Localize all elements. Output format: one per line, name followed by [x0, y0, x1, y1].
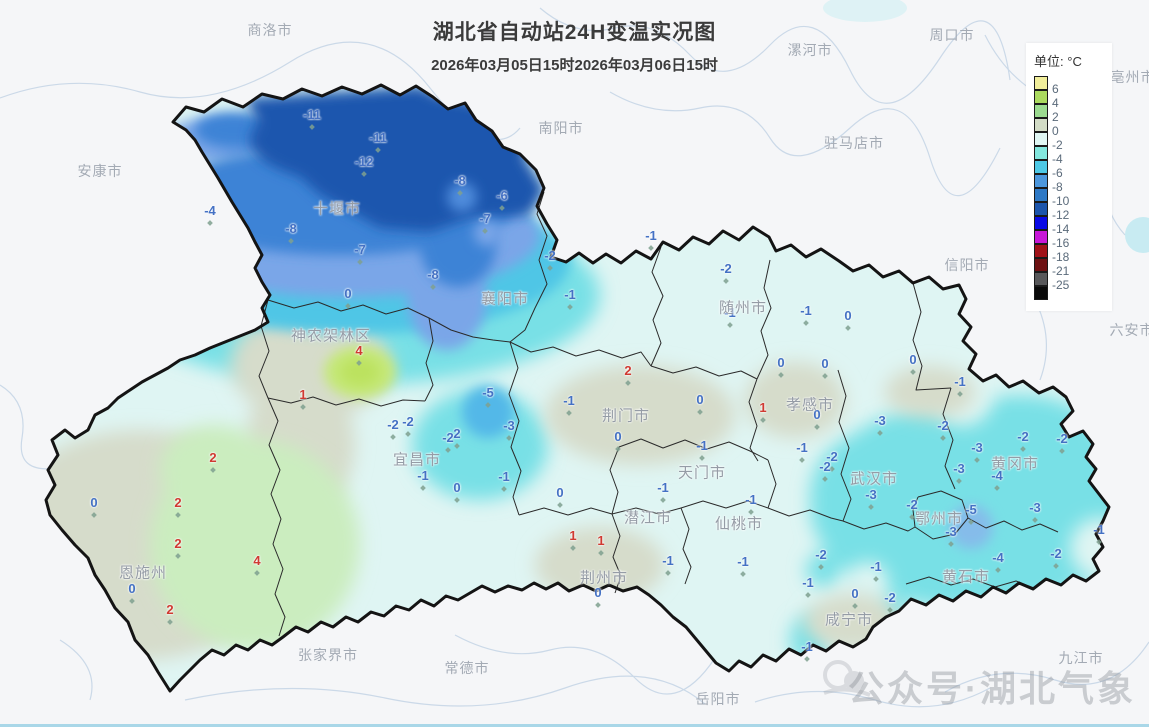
legend-unit-value: °C	[1067, 54, 1082, 69]
legend-unit: 单位: °C	[1034, 51, 1106, 70]
legend-entry: -8	[1034, 174, 1106, 193]
map-frame-bottom	[0, 724, 1149, 727]
legend-tick-label: -4	[1052, 152, 1063, 166]
legend-entry: -25	[1034, 272, 1106, 291]
legend-entry: 6	[1034, 76, 1106, 95]
legend-tick-label: 6	[1052, 82, 1059, 96]
legend-entry: -12	[1034, 202, 1106, 221]
legend-entry: -14	[1034, 216, 1106, 235]
legend-tick-label: -18	[1052, 250, 1070, 264]
legend-swatch	[1034, 202, 1048, 216]
legend-entry: -16	[1034, 230, 1106, 249]
legend-tick-label: 2	[1052, 110, 1059, 124]
outside-water-patch	[1125, 217, 1149, 253]
legend-tick-label: -16	[1052, 236, 1070, 250]
legend-swatch	[1034, 174, 1048, 188]
legend-swatch	[1034, 160, 1048, 174]
legend-tick-label: -14	[1052, 222, 1070, 236]
legend-swatch	[1034, 286, 1048, 300]
legend-tick-label: 4	[1052, 96, 1059, 110]
legend-swatch	[1034, 90, 1048, 104]
legend-swatch	[1034, 244, 1048, 258]
legend-entry: -6	[1034, 160, 1106, 179]
legend-swatch	[1034, 258, 1048, 272]
legend-tick-label: -12	[1052, 208, 1070, 222]
legend-tick-label: -21	[1052, 264, 1070, 278]
province-outline	[44, 83, 1111, 693]
neighbor-boundaries	[0, 7, 1149, 708]
legend-swatch	[1034, 76, 1048, 90]
legend-swatch	[1034, 272, 1048, 286]
legend-swatch	[1034, 146, 1048, 160]
outside-water-patch	[823, 0, 907, 22]
legend-swatch	[1034, 104, 1048, 118]
legend-swatch	[1034, 216, 1048, 230]
legend-entry: 2	[1034, 104, 1106, 123]
legend-panel: 单位: °C 6 4 2 0 -2 -4 -6 -8 -10 -12 -14 -16 -18 -21 -25	[1026, 43, 1112, 311]
legend-swatch	[1034, 188, 1048, 202]
legend-entry: -10	[1034, 188, 1106, 207]
legend-entries: 6 4 2 0 -2 -4 -6 -8 -10 -12 -14 -16 -18 -21 -25	[1034, 76, 1106, 301]
legend-entry: -4	[1034, 146, 1106, 165]
legend-entry: 0	[1034, 118, 1106, 137]
legend-tick-label: -10	[1052, 194, 1070, 208]
legend-entry: 4	[1034, 90, 1106, 109]
legend-entry: -2	[1034, 132, 1106, 151]
legend-entry: -21	[1034, 258, 1106, 277]
legend-entry: -18	[1034, 244, 1106, 263]
legend-tick-label: -25	[1052, 278, 1070, 292]
legend-tick-label: -2	[1052, 138, 1063, 152]
legend-tick-label: 0	[1052, 124, 1059, 138]
legend-swatch	[1034, 118, 1048, 132]
watermark-logo	[823, 660, 871, 697]
legend-tick-label: -6	[1052, 166, 1063, 180]
legend-tick-label: -8	[1052, 180, 1063, 194]
legend-entry	[1034, 286, 1106, 301]
legend-swatch	[1034, 132, 1048, 146]
legend-swatch	[1034, 230, 1048, 244]
legend-unit-label: 单位:	[1034, 54, 1064, 69]
district-boundaries	[258, 191, 1059, 637]
